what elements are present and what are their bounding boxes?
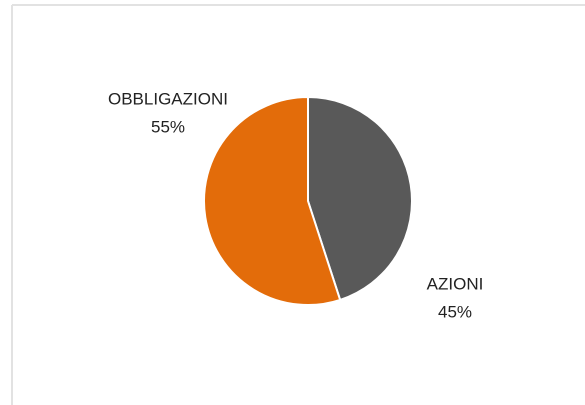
slice-value-label: 45%: [438, 302, 472, 321]
slice-category-label: AZIONI: [427, 274, 484, 293]
pie-slice: [307, 95, 413, 302]
slice-value-label: 55%: [151, 117, 185, 136]
slice-category-label: OBBLIGAZIONI: [108, 89, 228, 108]
pie-slice: [203, 95, 342, 306]
